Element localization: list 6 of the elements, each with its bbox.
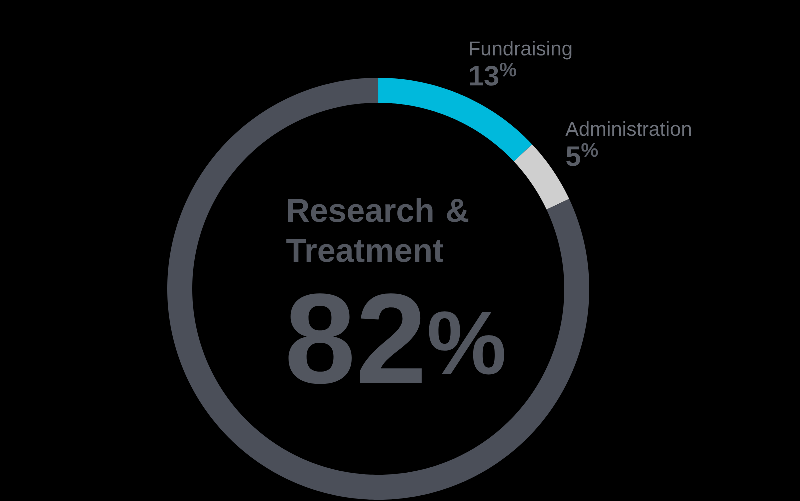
slice-label: Research & Treatment: [286, 198, 469, 262]
slice-label: Administration: [566, 121, 692, 136]
data-label: 13$^{%}$: [470, 62, 517, 86]
slice-label: Fundraising: [470, 41, 572, 60]
data-label: 82$^{%}$: [288, 294, 504, 384]
data-label: 5$^{%}$: [566, 143, 598, 166]
